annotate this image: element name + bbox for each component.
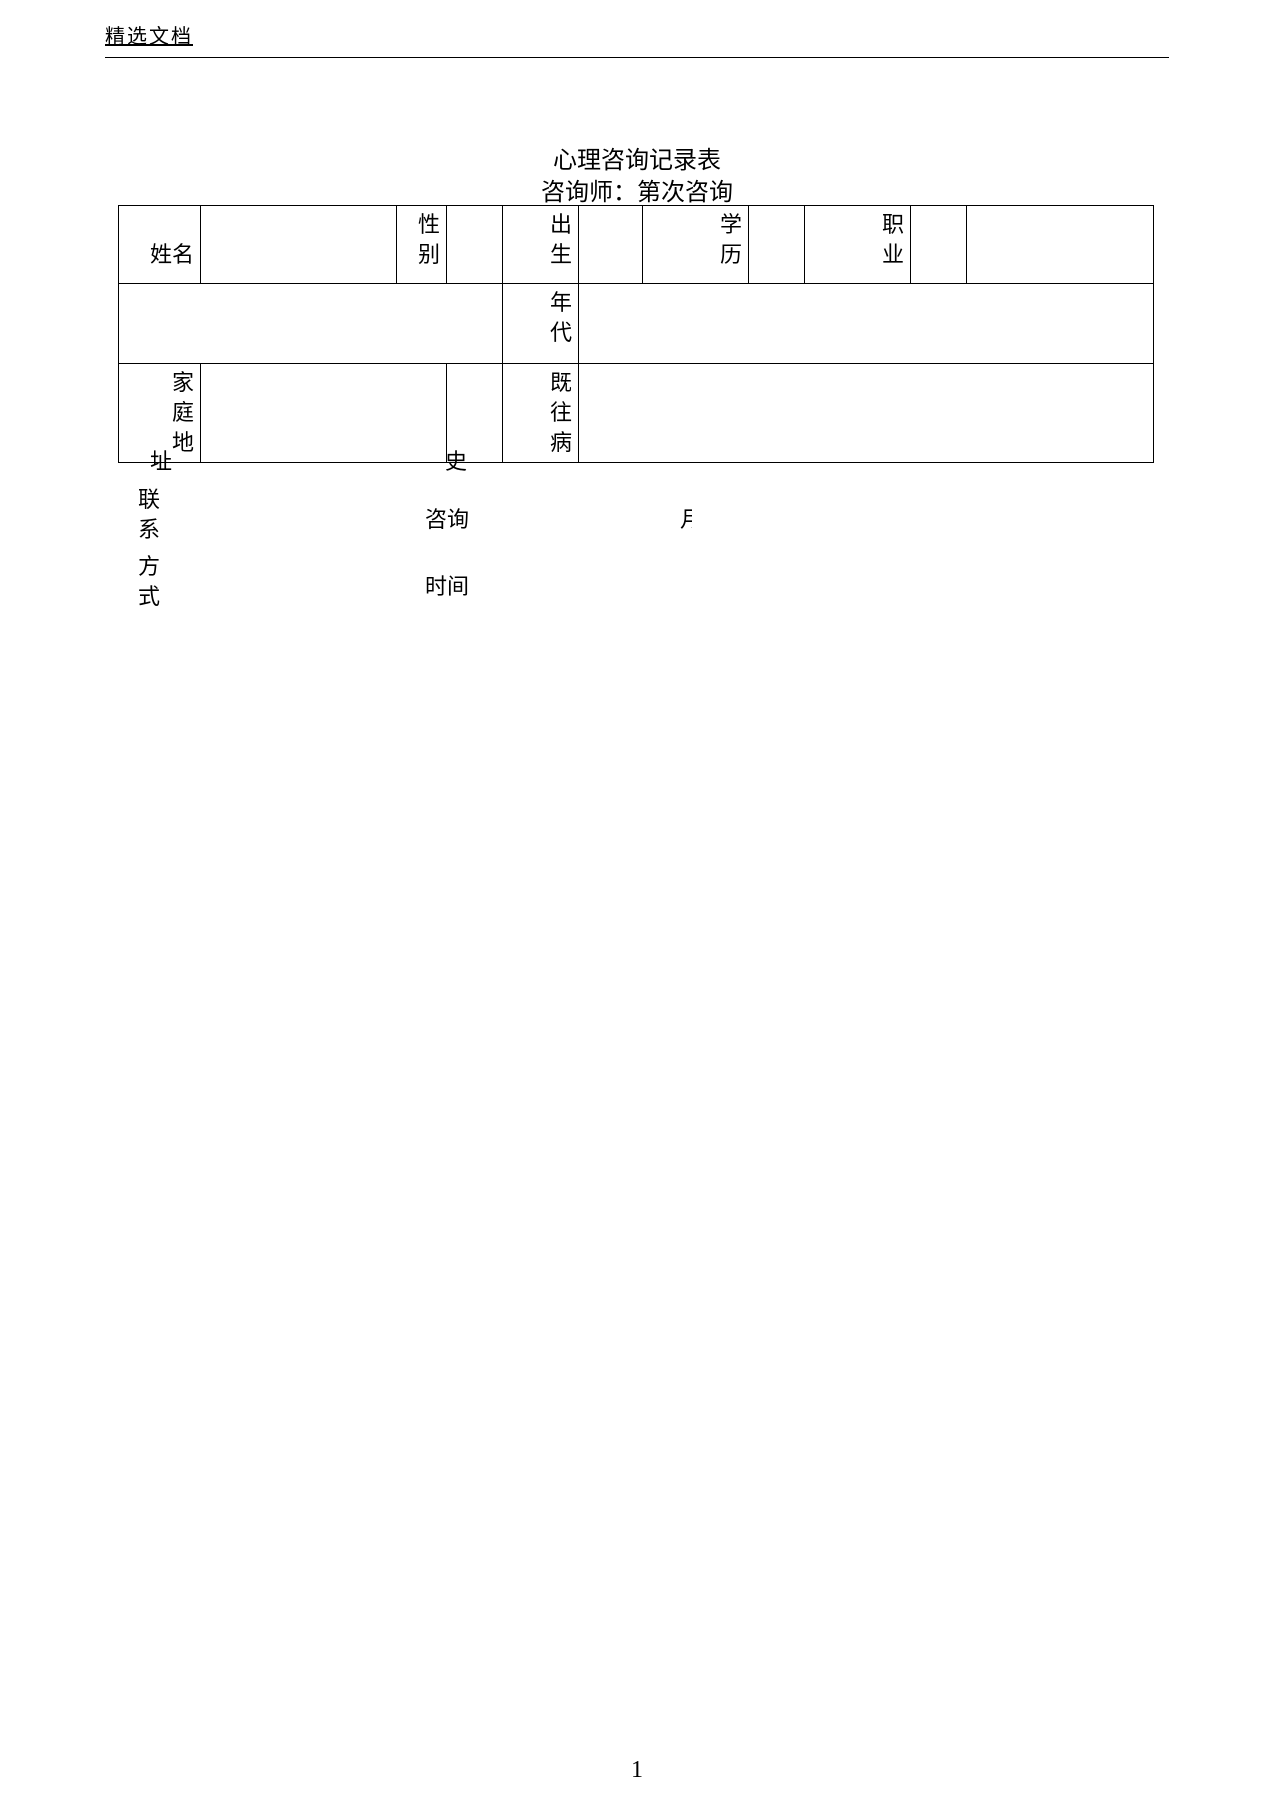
cell-edu-label: 学 历 <box>643 206 749 284</box>
method-label: 方 式 <box>138 552 160 612</box>
cell-extra-1 <box>967 206 1154 284</box>
time-label: 时间 <box>425 572 469 602</box>
title-block: 心理咨询记录表 咨询师：第次咨询 <box>0 145 1274 209</box>
table-row: 年 代 <box>119 284 1154 364</box>
doc-label: 精选文档 <box>105 20 1169 49</box>
title-line-1: 心理咨询记录表 <box>0 145 1274 177</box>
cell-name-value <box>201 206 397 284</box>
header-rule <box>105 57 1169 58</box>
consult-label: 咨询 <box>425 505 469 535</box>
form-table-wrap: 姓名 性 别 出 生 学 历 职 业 年 代 家 庭 地 既 往 病 <box>118 205 1153 463</box>
page-header: 精选文档 <box>105 20 1169 58</box>
cell-home-addr-value <box>201 364 447 463</box>
cell-job-value <box>911 206 967 284</box>
form-table: 姓名 性 别 出 生 学 历 职 业 年 代 家 庭 地 既 往 病 <box>118 205 1154 463</box>
cell-gender-value <box>447 206 503 284</box>
month-char: 月 <box>680 505 692 535</box>
cell-history-label: 既 往 病 <box>503 364 579 463</box>
contact-label: 联 系 <box>138 485 160 545</box>
cell-name-label: 姓名 <box>119 206 201 284</box>
table-row: 姓名 性 别 出 生 学 历 职 业 <box>119 206 1154 284</box>
addr-tail-text: 址 <box>150 447 172 477</box>
cell-job-label: 职 业 <box>805 206 911 284</box>
cell-row2-left <box>119 284 503 364</box>
page-number: 1 <box>0 1757 1274 1784</box>
cell-birth-label: 出 生 <box>503 206 579 284</box>
table-row: 家 庭 地 既 往 病 <box>119 364 1154 463</box>
cell-era-label: 年 代 <box>503 284 579 364</box>
cell-edu-value <box>749 206 805 284</box>
cell-gender-label: 性 别 <box>397 206 447 284</box>
history-tail-text: 史 <box>445 447 467 477</box>
cell-birth-value <box>579 206 643 284</box>
cell-row2-right <box>579 284 1154 364</box>
cell-history-value <box>579 364 1154 463</box>
